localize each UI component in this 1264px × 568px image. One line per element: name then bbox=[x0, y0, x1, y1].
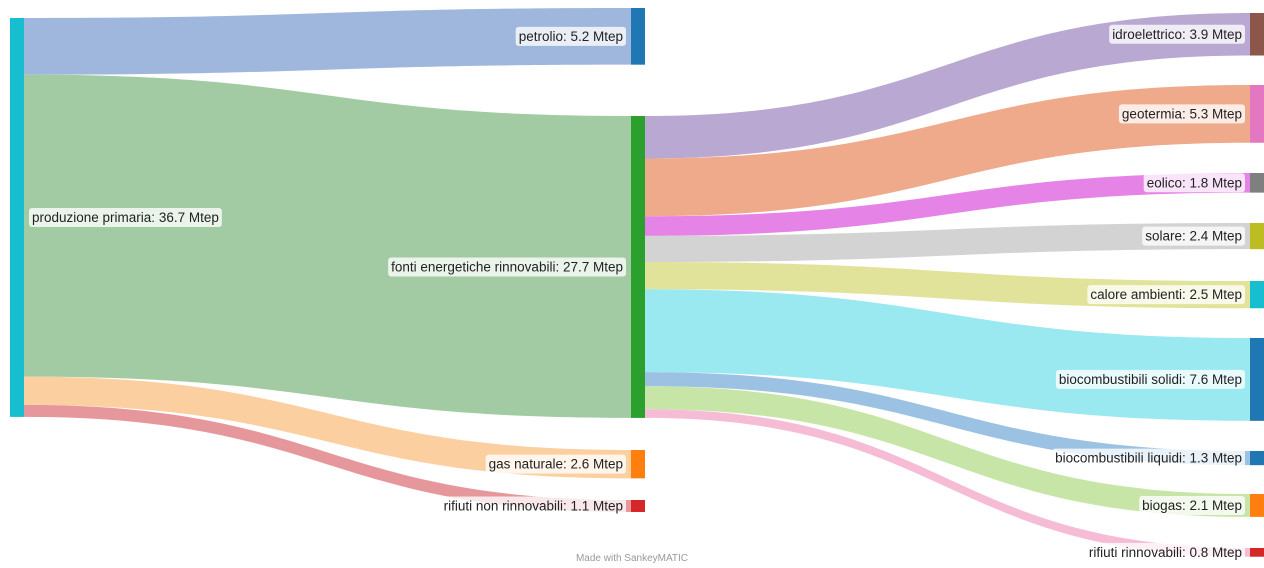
node-label-text-eol: eolico: 1.8 Mtep bbox=[1147, 175, 1242, 190]
node-label-prod: produzione primaria: 36.7 Mtep bbox=[29, 207, 222, 227]
label-background bbox=[1143, 173, 1245, 193]
label-background bbox=[440, 496, 626, 516]
node-bar-biog bbox=[1250, 494, 1264, 517]
label-background bbox=[1055, 369, 1245, 389]
node-label-text-bsol: biocombustibili solidi: 7.6 Mtep bbox=[1059, 372, 1242, 387]
label-background bbox=[1109, 24, 1245, 44]
flow-nodes bbox=[10, 8, 1264, 557]
node-label-text-rnr: rifiuti non rinnovabili: 1.1 Mtep bbox=[444, 498, 623, 513]
node-label-text-biog: biogas: 2.1 Mtep bbox=[1142, 498, 1242, 513]
flow-links bbox=[24, 8, 1250, 557]
label-background bbox=[1085, 542, 1245, 562]
node-label-rnr: rifiuti non rinnovabili: 1.1 Mtep bbox=[440, 496, 626, 516]
label-background bbox=[1139, 495, 1245, 515]
node-bar-prod bbox=[10, 18, 24, 417]
label-background bbox=[1118, 104, 1245, 124]
node-label-bsol: biocombustibili solidi: 7.6 Mtep bbox=[1055, 369, 1245, 389]
node-bar-fer bbox=[631, 116, 645, 418]
node-bar-idro bbox=[1250, 13, 1264, 56]
node-label-bliq: biocombustibili liquidi: 1.3 Mtep bbox=[1052, 448, 1245, 468]
node-bar-gas bbox=[631, 450, 645, 479]
flow-link-prod-to-gas bbox=[24, 376, 631, 479]
node-label-geo: geotermia: 5.3 Mtep bbox=[1118, 104, 1245, 124]
node-label-text-rr: rifiuti rinnovabili: 0.8 Mtep bbox=[1089, 545, 1242, 560]
node-label-gas: gas naturale: 2.6 Mtep bbox=[485, 454, 626, 474]
flow-link-fer-to-biog bbox=[645, 386, 1250, 517]
node-bar-rnr bbox=[631, 500, 645, 512]
node-label-sol: solare: 2.4 Mtep bbox=[1142, 226, 1245, 246]
node-label-text-prod: produzione primaria: 36.7 Mtep bbox=[32, 210, 219, 225]
node-bar-eol bbox=[1250, 173, 1264, 193]
node-bar-rr bbox=[1250, 548, 1264, 557]
node-label-petrolio: petrolio: 5.2 Mtep bbox=[515, 26, 626, 46]
label-background bbox=[388, 257, 626, 277]
node-labels: produzione primaria: 36.7 Mtep petrolio: … bbox=[29, 24, 1245, 562]
node-label-text-idro: idroelettrico: 3.9 Mtep bbox=[1112, 27, 1242, 42]
node-bar-geo bbox=[1250, 85, 1264, 143]
node-bar-bsol bbox=[1250, 338, 1264, 421]
node-label-text-sol: solare: 2.4 Mtep bbox=[1145, 229, 1242, 244]
node-label-eol: eolico: 1.8 Mtep bbox=[1143, 173, 1245, 193]
node-label-text-petrolio: petrolio: 5.2 Mtep bbox=[519, 29, 623, 44]
node-label-text-bliq: biocombustibili liquidi: 1.3 Mtep bbox=[1055, 451, 1242, 466]
node-label-cal: calore ambienti: 2.5 Mtep bbox=[1087, 285, 1245, 305]
label-background bbox=[1087, 285, 1245, 305]
credit-text: Made with SankeyMATIC bbox=[575, 553, 689, 564]
flow-link-prod-to-petrolio bbox=[24, 8, 631, 75]
node-bar-sol bbox=[1250, 223, 1264, 250]
node-bar-cal bbox=[1250, 281, 1264, 309]
node-label-text-cal: calore ambienti: 2.5 Mtep bbox=[1090, 287, 1242, 302]
flow-link-fer-to-geo bbox=[645, 85, 1250, 217]
flow-link-fer-to-rr bbox=[645, 409, 1250, 557]
label-background bbox=[515, 26, 626, 46]
node-label-idro: idroelettrico: 3.9 Mtep bbox=[1109, 24, 1245, 44]
node-label-biog: biogas: 2.1 Mtep bbox=[1139, 495, 1245, 515]
node-label-rr: rifiuti rinnovabili: 0.8 Mtep bbox=[1085, 542, 1245, 562]
flow-link-prod-to-rnr bbox=[24, 404, 631, 512]
node-label-fer: fonti energetiche rinnovabili: 27.7 Mtep bbox=[388, 257, 626, 277]
node-bar-bliq bbox=[1250, 451, 1264, 466]
label-background bbox=[29, 207, 222, 227]
flow-link-fer-to-eol bbox=[645, 173, 1250, 236]
node-bar-petrolio bbox=[631, 8, 645, 65]
node-label-text-fer: fonti energetiche rinnovabili: 27.7 Mtep bbox=[391, 259, 623, 274]
node-label-text-gas: gas naturale: 2.6 Mtep bbox=[489, 457, 623, 472]
flow-link-fer-to-sol bbox=[645, 223, 1250, 263]
node-label-text-geo: geotermia: 5.3 Mtep bbox=[1122, 106, 1242, 121]
flow-link-fer-to-idro bbox=[645, 13, 1250, 159]
flow-link-prod-to-fer bbox=[24, 74, 631, 418]
label-background bbox=[1052, 448, 1245, 468]
label-background bbox=[1142, 226, 1245, 246]
label-background bbox=[485, 454, 626, 474]
flow-link-fer-to-bliq bbox=[645, 372, 1250, 466]
